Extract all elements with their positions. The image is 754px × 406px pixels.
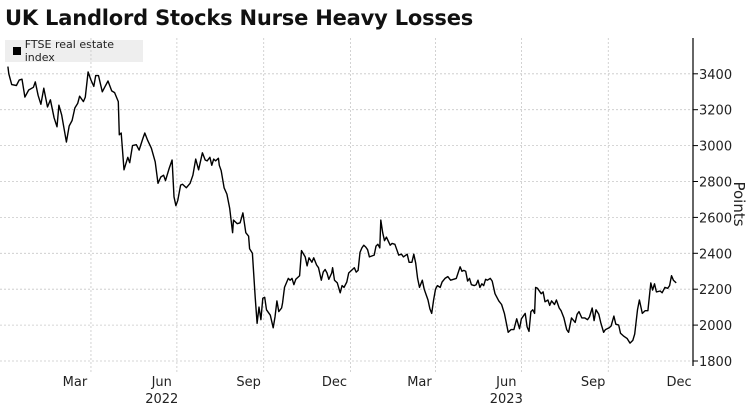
x-tick-label: Jun [151, 375, 172, 390]
y-tick-label: 2000 [699, 319, 732, 334]
x-tick-label: Dec [322, 375, 347, 390]
x-year-label: 2023 [490, 392, 523, 406]
x-tick-label: Dec [666, 375, 691, 390]
x-year-label: 2022 [145, 392, 178, 406]
legend-swatch [13, 47, 21, 55]
y-tick-label: 2600 [699, 211, 732, 226]
series-line-ftse-real-estate [7, 66, 677, 344]
x-tick-label: Sep [581, 375, 606, 390]
legend: FTSE real estate index [5, 38, 143, 64]
y-tick-label: 3000 [699, 140, 732, 155]
y-tick-label: 3400 [699, 68, 732, 83]
y-axis-label: Points [730, 181, 748, 226]
x-tick-label: Mar [63, 375, 88, 390]
y-tick-label: 3200 [699, 104, 732, 119]
y-tick-label: 2800 [699, 176, 732, 191]
x-tick-label: Jun [495, 375, 516, 390]
y-tick-label: 2200 [699, 283, 732, 298]
chart-title: UK Landlord Stocks Nurse Heavy Losses [5, 6, 474, 30]
legend-label: FTSE real estate index [24, 38, 114, 64]
y-tick-label: 1800 [699, 355, 732, 370]
x-tick-label: Mar [407, 375, 432, 390]
y-tick-label: 2400 [699, 247, 732, 262]
x-tick-label: Sep [236, 375, 261, 390]
